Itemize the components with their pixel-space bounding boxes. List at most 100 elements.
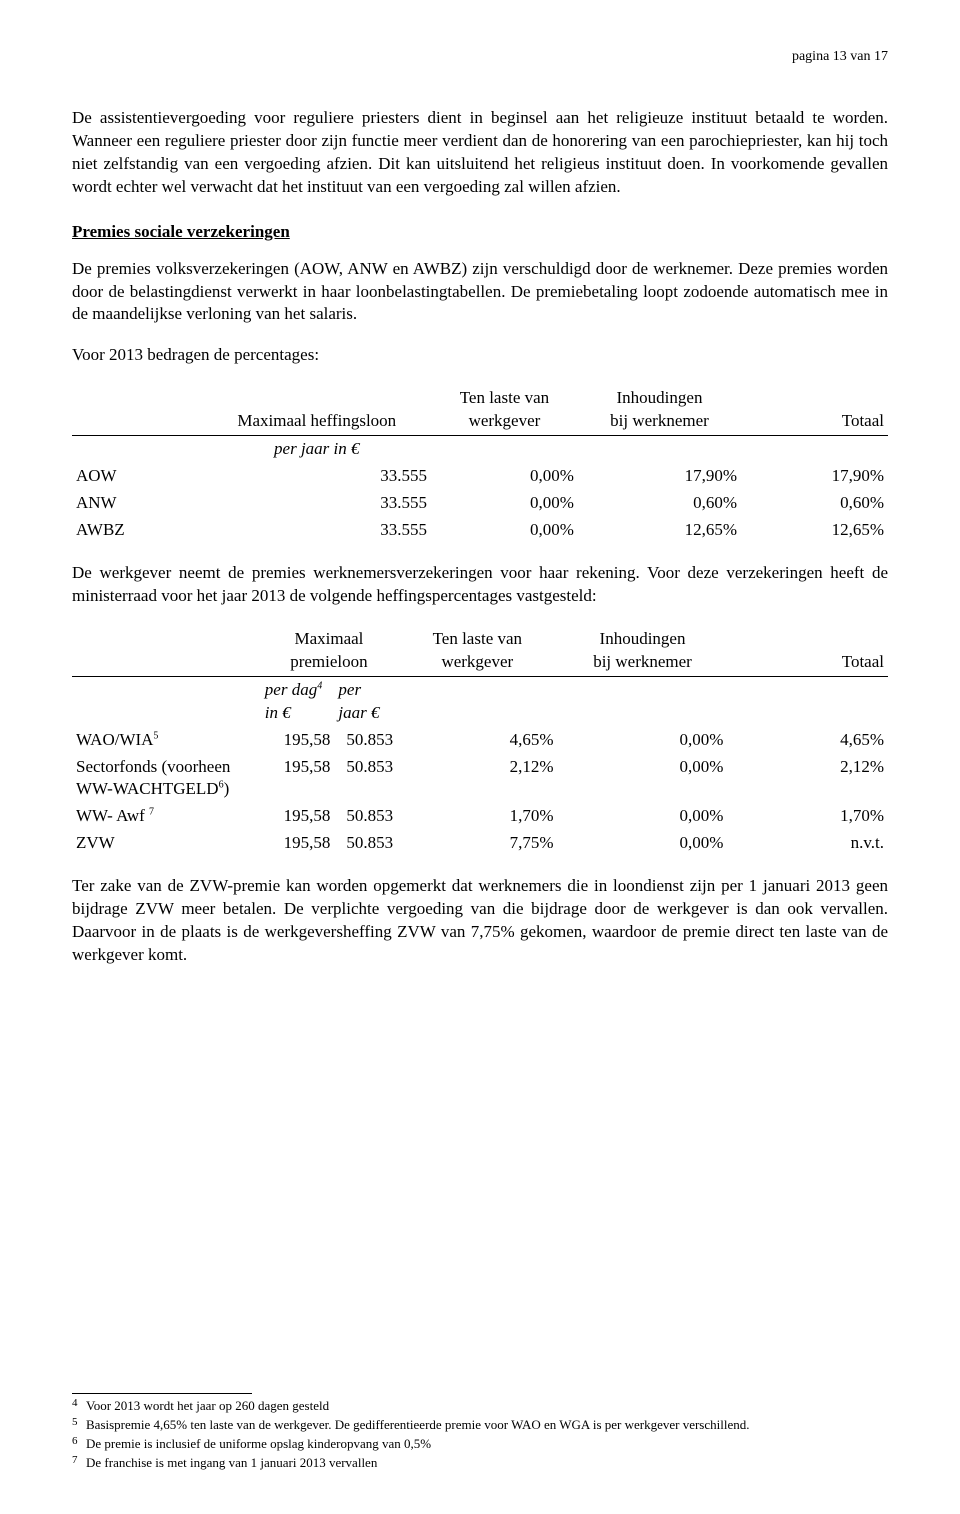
cell: 0,00%: [431, 490, 578, 517]
col-inhoudingen-werknemer: Inhoudingen bij werknemer: [578, 385, 741, 435]
col-totaal: Totaal: [727, 626, 888, 676]
cell: 50.853: [334, 754, 397, 804]
cell: 17,90%: [578, 463, 741, 490]
footnote-ref: 5: [153, 730, 158, 741]
footnote: 5 Basispremie 4,65% ten laste van de wer…: [72, 1417, 888, 1434]
cell: 12,65%: [578, 517, 741, 544]
col-inhoudingen-werknemer: Inhoudingen bij werknemer: [558, 626, 728, 676]
row-label: AWBZ: [72, 517, 203, 544]
cell: 33.555: [203, 517, 431, 544]
col-totaal: Totaal: [741, 385, 888, 435]
footnote-ref: 7: [149, 807, 154, 818]
row-label: Sectorfonds (voorheen WW-WACHTGELD6): [72, 754, 261, 804]
col-maximaal-heffingsloon: Maximaal heffingsloon: [203, 385, 431, 435]
col-ten-laste-werkgever: Ten laste van werkgever: [397, 626, 557, 676]
footnote-text: De franchise is met ingang van 1 januari…: [86, 1455, 377, 1472]
cell: 0,00%: [558, 803, 728, 830]
text: Ten laste van: [460, 388, 549, 407]
unit-per-jaar: per jaar €: [334, 676, 397, 726]
row-label: ANW: [72, 490, 203, 517]
paragraph-intro: De assistentievergoeding voor reguliere …: [72, 107, 888, 199]
text: WAO/WIA: [76, 730, 153, 749]
cell: 50.853: [334, 830, 397, 857]
footnote: 6 De premie is inclusief de uniforme ops…: [72, 1436, 888, 1453]
row-label: ZVW: [72, 830, 261, 857]
row-label: WW- Awf 7: [72, 803, 261, 830]
unit-row: per dag4 in € per jaar €: [72, 676, 888, 726]
document-page: pagina 13 van 17 De assistentievergoedin…: [0, 0, 960, 1514]
cell: 7,75%: [397, 830, 557, 857]
footnote-text: De premie is inclusief de uniforme opsla…: [86, 1436, 431, 1453]
footnote: 7 De franchise is met ingang van 1 janua…: [72, 1455, 888, 1472]
paragraph-premies-1: De premies volksverzekeringen (AOW, ANW …: [72, 258, 888, 327]
paragraph-zvw: Ter zake van de ZVW-premie kan worden op…: [72, 875, 888, 967]
table-werknemersverzekeringen: Maximaal premieloon Ten laste van werkge…: [72, 626, 888, 857]
cell: 195,58: [261, 830, 335, 857]
footnote-text: Voor 2013 wordt het jaar op 260 dagen ge…: [86, 1398, 329, 1415]
unit-label: per jaar in €: [203, 436, 431, 463]
cell: 1,70%: [397, 803, 557, 830]
cell: 0,60%: [578, 490, 741, 517]
heading-premies: Premies sociale verzekeringen: [72, 221, 888, 244]
row-label: AOW: [72, 463, 203, 490]
cell: 12,65%: [741, 517, 888, 544]
text: ): [224, 779, 230, 798]
text: per dag: [265, 680, 317, 699]
col-ten-laste-werkgever: Ten laste van werkgever: [431, 385, 578, 435]
table-row: WW- Awf 7 195,58 50.853 1,70% 0,00% 1,70…: [72, 803, 888, 830]
text: Sectorfonds (voorheen WW-WACHTGELD: [76, 757, 230, 799]
footnote-divider: [72, 1393, 252, 1394]
text: bij werknemer: [593, 652, 692, 671]
text: Inhoudingen: [600, 629, 686, 648]
table-row: AWBZ 33.555 0,00% 12,65% 12,65%: [72, 517, 888, 544]
text: ZVW: [76, 833, 115, 852]
cell: 0,00%: [558, 727, 728, 754]
footnotes: 4 Voor 2013 wordt het jaar op 260 dagen …: [72, 1393, 888, 1474]
text: Ten laste van: [433, 629, 522, 648]
table-row: ZVW 195,58 50.853 7,75% 0,00% n.v.t.: [72, 830, 888, 857]
text: werkgever: [441, 652, 513, 671]
cell: 0,00%: [558, 754, 728, 804]
text: bij werknemer: [610, 411, 709, 430]
footnote-number: 5: [72, 1415, 86, 1432]
cell: 195,58: [261, 754, 335, 804]
cell: 50.853: [334, 727, 397, 754]
cell: 4,65%: [397, 727, 557, 754]
footnote-ref: 4: [317, 680, 322, 691]
cell: 0,60%: [741, 490, 888, 517]
cell: 0,00%: [558, 830, 728, 857]
text: Inhoudingen: [617, 388, 703, 407]
page-number: pagina 13 van 17: [72, 48, 888, 67]
text: WW- Awf: [76, 806, 149, 825]
table-header-row: Maximaal heffingsloon Ten laste van werk…: [72, 385, 888, 435]
footnote-number: 4: [72, 1396, 86, 1413]
cell: 0,00%: [431, 463, 578, 490]
text: werkgever: [469, 411, 541, 430]
footnote: 4 Voor 2013 wordt het jaar op 260 dagen …: [72, 1398, 888, 1415]
table-header-row: Maximaal premieloon Ten laste van werkge…: [72, 626, 888, 676]
paragraph-premies-2: Voor 2013 bedragen de percentages:: [72, 344, 888, 367]
table-row: WAO/WIA5 195,58 50.853 4,65% 0,00% 4,65%: [72, 727, 888, 754]
table-volksverzekeringen: Maximaal heffingsloon Ten laste van werk…: [72, 385, 888, 544]
unit-row: per jaar in €: [72, 436, 888, 463]
paragraph-werknemersverz: De werkgever neemt de premies werknemers…: [72, 562, 888, 608]
footnote-text: Basispremie 4,65% ten laste van de werkg…: [86, 1417, 750, 1434]
table-row: Sectorfonds (voorheen WW-WACHTGELD6) 195…: [72, 754, 888, 804]
row-label: WAO/WIA5: [72, 727, 261, 754]
cell: 33.555: [203, 490, 431, 517]
cell: 50.853: [334, 803, 397, 830]
text: in €: [265, 703, 291, 722]
table-row: ANW 33.555 0,00% 0,60% 0,60%: [72, 490, 888, 517]
footnote-number: 7: [72, 1453, 86, 1470]
cell: 195,58: [261, 727, 335, 754]
cell: n.v.t.: [727, 830, 888, 857]
cell: 0,00%: [431, 517, 578, 544]
cell: 1,70%: [727, 803, 888, 830]
cell: 33.555: [203, 463, 431, 490]
cell: 2,12%: [727, 754, 888, 804]
table-row: AOW 33.555 0,00% 17,90% 17,90%: [72, 463, 888, 490]
cell: 2,12%: [397, 754, 557, 804]
cell: 195,58: [261, 803, 335, 830]
footnote-number: 6: [72, 1434, 86, 1451]
unit-per-dag: per dag4 in €: [261, 676, 335, 726]
